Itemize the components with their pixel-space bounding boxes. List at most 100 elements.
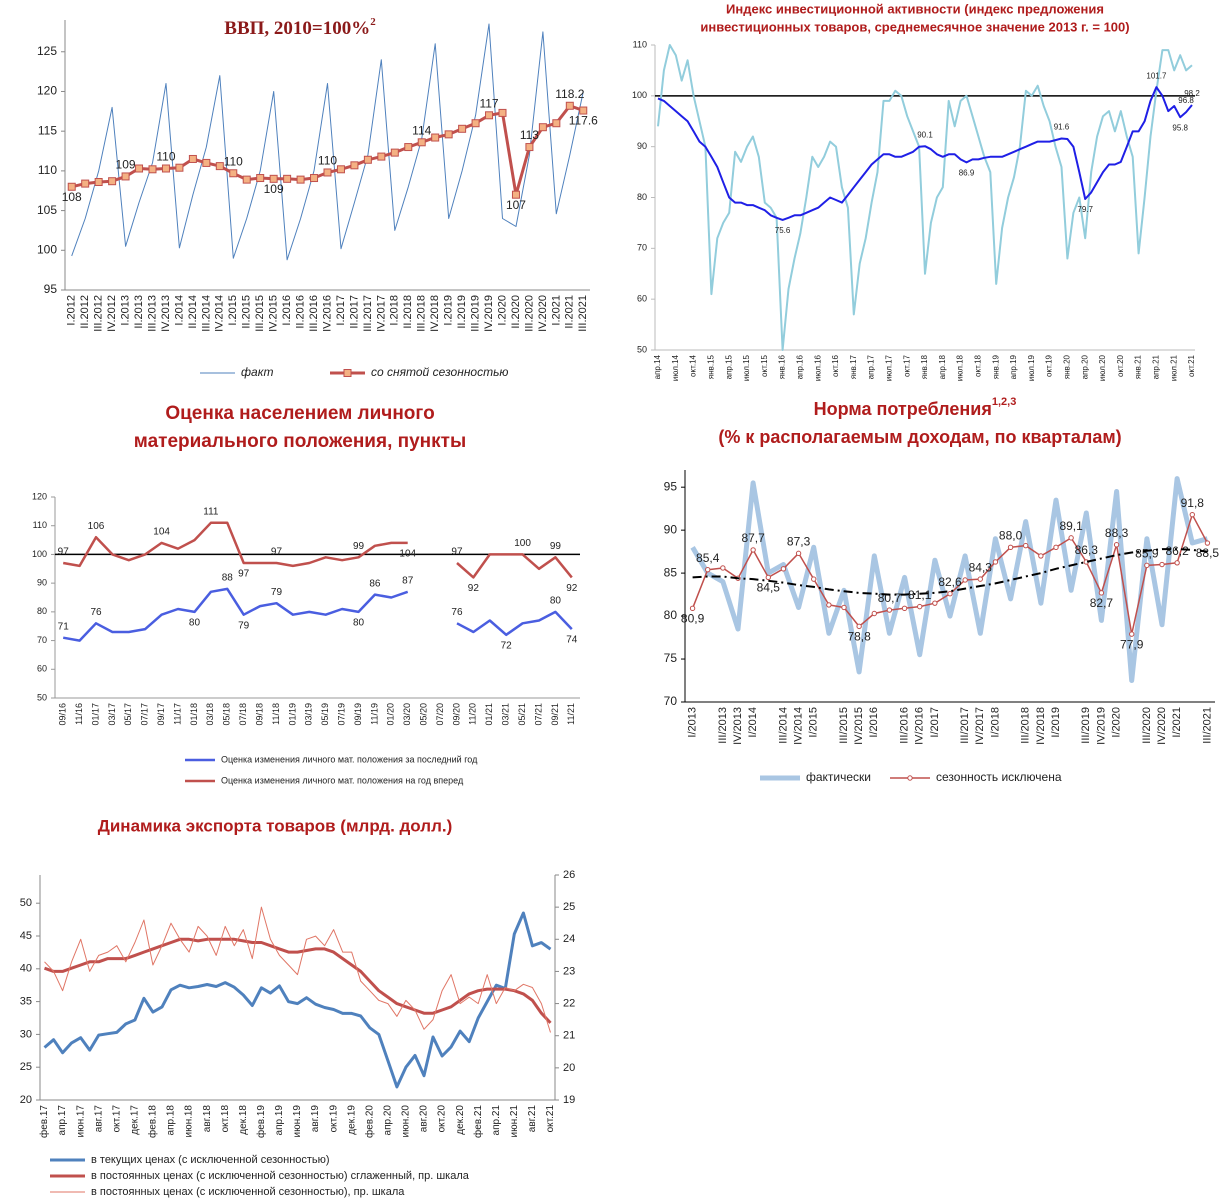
- marker: [1113, 542, 1120, 548]
- x-tick-label: окт.20: [1116, 354, 1125, 376]
- x-tick-label: III.2014: [200, 295, 212, 332]
- x-tick-label: II.2017: [348, 295, 360, 329]
- marker: [94, 178, 103, 186]
- x-tick-label: I.2016: [281, 295, 293, 326]
- x-tick-label: 09/16: [58, 703, 68, 726]
- x-tick-label: 11/16: [74, 703, 84, 725]
- marker: [377, 152, 386, 161]
- x-tick-label: 11/19: [369, 703, 379, 725]
- series-line: [43, 911, 552, 1089]
- x-tick-label: 09/21: [550, 703, 560, 726]
- marker: [256, 174, 265, 183]
- y-tick-label: 25: [563, 901, 575, 913]
- marker: [161, 164, 170, 173]
- x-tick-label: 03/18: [205, 703, 215, 726]
- marker: [323, 168, 332, 177]
- x-tick-label: апр.21: [491, 1105, 502, 1136]
- x-tick-label: июн.19: [292, 1105, 303, 1138]
- x-tick-label: III.2017: [362, 295, 374, 332]
- x-tick-label: 11/21: [566, 703, 576, 725]
- x-tick-label: II.2012: [79, 295, 91, 329]
- x-tick-label: IV.2012: [106, 295, 118, 332]
- marker: [579, 106, 588, 115]
- x-tick-label: III.2013: [146, 295, 158, 332]
- x-tick-label: IV.2016: [321, 295, 333, 332]
- x-tick-label: фев.21: [472, 1105, 484, 1138]
- x-tick-label: I/2017: [929, 707, 941, 738]
- marker: [1144, 562, 1150, 569]
- x-tick-label: IV.2017: [375, 295, 387, 332]
- data-label: 78,8: [847, 630, 871, 644]
- y-tick-label: 20: [20, 1094, 32, 1106]
- x-tick-label: фев.20: [363, 1105, 375, 1138]
- data-label: 110: [318, 154, 337, 168]
- data-label: 87,7: [741, 531, 765, 545]
- marker: [81, 179, 90, 188]
- y-tick-label: 110: [38, 163, 57, 177]
- x-tick-label: I.2012: [66, 295, 78, 326]
- x-tick-label: апр.18: [166, 1105, 177, 1136]
- x-tick-label: апр.18: [938, 354, 947, 379]
- data-label: 98.2: [1184, 89, 1200, 98]
- marker: [343, 369, 352, 377]
- marker: [765, 574, 771, 581]
- x-tick-label: II.2014: [187, 295, 199, 329]
- chart-title: Норма потребления1,2,3: [814, 396, 1017, 419]
- data-label: 76: [451, 607, 463, 618]
- series-line: [71, 23, 584, 261]
- legend-label: факт: [241, 365, 274, 379]
- y-tick-label: 75: [664, 651, 678, 665]
- y-tick-label: 25: [20, 1061, 32, 1073]
- x-tick-label: IV/2016: [914, 707, 926, 745]
- x-tick-label: 05/19: [320, 703, 330, 726]
- series-line: [657, 44, 1193, 351]
- y-tick-label: 23: [563, 965, 575, 977]
- y-tick-label: 40: [20, 963, 32, 975]
- data-label: 91,8: [1181, 496, 1205, 510]
- x-tick-label: III/2013: [717, 707, 729, 744]
- title-text: ВВП, 2010=100%: [224, 18, 370, 39]
- x-tick-label: III/2017: [959, 707, 971, 744]
- data-label: 80,7: [878, 591, 902, 605]
- y-tick-label: 50: [637, 344, 647, 354]
- y-tick-label: 45: [20, 930, 32, 942]
- data-label: 80: [550, 595, 562, 606]
- legend-label: со снятой сезонностью: [371, 365, 508, 379]
- marker: [992, 559, 999, 565]
- series-line: [44, 937, 552, 1024]
- data-label: 86,3: [1075, 543, 1099, 557]
- marker: [417, 138, 426, 147]
- x-tick-label: окт.21: [545, 1105, 556, 1133]
- x-tick-label: окт.17: [902, 354, 911, 376]
- legend-label: в текущих ценах (с исключенной сезонност…: [91, 1154, 330, 1166]
- marker: [202, 158, 211, 167]
- y-tick-label: 90: [37, 578, 47, 588]
- data-label: 100: [514, 538, 531, 549]
- x-tick-label: дек.19: [346, 1105, 357, 1135]
- marker: [498, 108, 507, 117]
- data-label: 90.1: [917, 130, 933, 139]
- marker: [1068, 535, 1074, 541]
- data-label: 80: [353, 617, 365, 628]
- data-label: 77,9: [1120, 637, 1144, 651]
- y-tick-label: 110: [33, 520, 47, 530]
- x-tick-label: 01/20: [386, 703, 396, 726]
- data-label: 111: [203, 506, 219, 517]
- y-tick-label: 24: [563, 933, 575, 945]
- y-tick-label: 120: [32, 491, 47, 501]
- marker: [720, 565, 726, 571]
- series-line: [690, 476, 1209, 683]
- x-tick-label: янв.19: [991, 354, 1000, 379]
- data-label: 95.8: [1172, 123, 1188, 132]
- data-label: 84,5: [757, 581, 781, 595]
- y-tick-label: 110: [633, 39, 647, 49]
- x-tick-label: IV.2014: [214, 295, 226, 332]
- x-tick-label: окт.19: [1045, 354, 1054, 376]
- y-tick-label: 105: [37, 203, 57, 217]
- y-tick-label: 70: [637, 243, 647, 253]
- x-tick-label: апр.17: [57, 1105, 68, 1136]
- y-tick-label: 95: [44, 282, 58, 296]
- series-line: [657, 86, 1193, 221]
- data-label: 88: [222, 573, 234, 584]
